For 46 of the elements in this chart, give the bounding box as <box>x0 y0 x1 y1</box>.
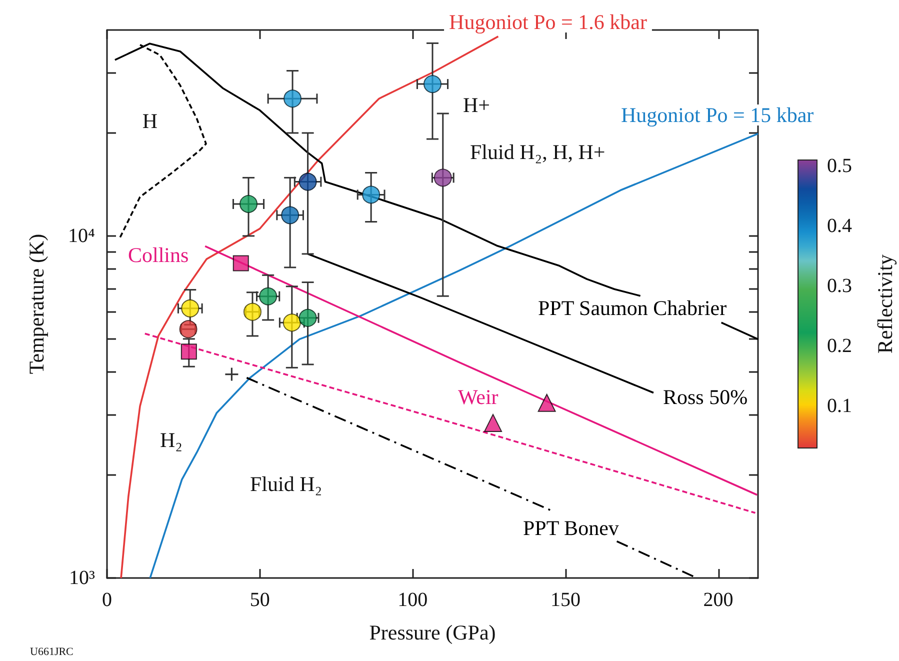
series-label: Hugoniot Po = 1.6 kbar <box>449 10 647 34</box>
x-tick-label: 150 <box>550 589 580 611</box>
x-tick-label: 100 <box>398 589 428 611</box>
series-label: Collins <box>128 243 189 267</box>
color-bar-label: 0.5 <box>827 155 852 177</box>
point <box>484 414 502 432</box>
point <box>179 320 198 338</box>
point <box>180 344 197 360</box>
color-bar-label: 0.2 <box>827 335 852 357</box>
color-bar-label: 0.3 <box>827 275 852 297</box>
point <box>298 308 317 327</box>
annotation: H₂ <box>160 428 182 452</box>
point <box>362 186 380 204</box>
series-label: Weir <box>458 385 498 409</box>
y-tick-label: 10⁴ <box>68 224 96 247</box>
point <box>181 299 200 318</box>
point <box>538 394 556 412</box>
y-axis-title: Temperature (K) <box>24 234 48 374</box>
point <box>232 255 249 272</box>
point <box>225 368 238 381</box>
color-bar-label: 0.1 <box>827 395 852 417</box>
point <box>434 168 452 187</box>
x-tick-label: 200 <box>703 589 734 611</box>
point <box>244 302 262 321</box>
x-axis-title: Pressure (GPa) <box>369 620 496 644</box>
point <box>284 90 302 108</box>
point <box>298 172 317 191</box>
series-label: PPT Saumon Chabrier <box>538 296 727 320</box>
point <box>424 75 442 94</box>
series-label: Ross 50% <box>663 385 748 409</box>
annotation: H <box>142 109 158 133</box>
x-tick-label: 50 <box>250 589 270 611</box>
color-bar-label: 0.4 <box>827 215 852 237</box>
series-label: Hugoniot Po = 15 kbar <box>621 103 814 127</box>
annotation: Fluid H₂, H, H+ <box>470 140 606 164</box>
point <box>240 194 258 213</box>
color-bar-title: Reflectivity <box>873 254 897 354</box>
text: U661JRC <box>30 646 74 658</box>
point <box>259 287 278 306</box>
annotation: Fluid H₂ <box>250 472 322 496</box>
point <box>281 206 300 224</box>
annotation: H+ <box>463 93 490 117</box>
y-tick-label: 10³ <box>69 567 95 589</box>
series-label: PPT Bonev <box>523 516 620 540</box>
point <box>282 314 301 332</box>
x-tick-label: 0 <box>102 589 112 611</box>
